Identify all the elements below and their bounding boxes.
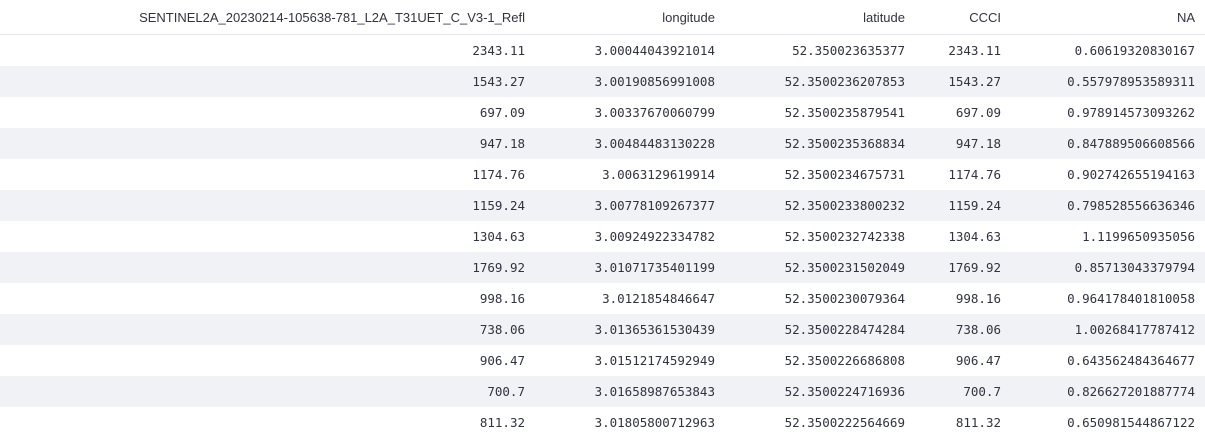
cell-na[interactable]: 0.643562484364677 [1011, 345, 1205, 376]
cell-na[interactable]: 1.00268417787412 [1011, 314, 1205, 345]
cell-longitude[interactable]: 3.01805800712963 [535, 407, 725, 438]
cell-na[interactable]: 0.964178401810058 [1011, 283, 1205, 314]
cell-longitude[interactable]: 3.00484483130228 [535, 128, 725, 159]
table-row: 1543.27 3.00190856991008 52.3500236207853 1… [0, 66, 1205, 97]
table-row: 738.06 3.01365361530439 52.3500228474284 73… [0, 314, 1205, 345]
header-row: SENTINEL2A_20230214-105638-781_L2A_T31UE… [0, 0, 1205, 35]
cell-longitude[interactable]: 3.01071735401199 [535, 252, 725, 283]
cell-refl[interactable]: 738.06 [0, 314, 535, 345]
cell-refl[interactable]: 1159.24 [0, 190, 535, 221]
cell-ccci[interactable]: 700.7 [915, 376, 1011, 407]
cell-longitude[interactable]: 3.0121854846647 [535, 283, 725, 314]
cell-latitude[interactable]: 52.3500230079364 [725, 283, 915, 314]
cell-ccci[interactable]: 1769.92 [915, 252, 1011, 283]
cell-refl[interactable]: 2343.11 [0, 34, 535, 66]
cell-longitude[interactable]: 3.00778109267377 [535, 190, 725, 221]
cell-latitude[interactable]: 52.3500232742338 [725, 221, 915, 252]
cell-refl[interactable]: 947.18 [0, 128, 535, 159]
cell-refl[interactable]: 697.09 [0, 97, 535, 128]
cell-refl[interactable]: 700.7 [0, 376, 535, 407]
cell-ccci[interactable]: 947.18 [915, 128, 1011, 159]
cell-ccci[interactable]: 738.06 [915, 314, 1011, 345]
cell-longitude[interactable]: 3.01512174592949 [535, 345, 725, 376]
cell-na[interactable]: 0.85713043379794 [1011, 252, 1205, 283]
table-row: 811.32 3.01805800712963 52.3500222564669 81… [0, 407, 1205, 438]
cell-na[interactable]: 0.978914573093262 [1011, 97, 1205, 128]
cell-longitude[interactable]: 3.00044043921014 [535, 34, 725, 66]
table-row: 1159.24 3.00778109267377 52.3500233800232 1… [0, 190, 1205, 221]
table-row: 1174.76 3.0063129619914 52.3500234675731 11… [0, 159, 1205, 190]
cell-na[interactable]: 0.650981544867122 [1011, 407, 1205, 438]
table-row: 697.09 3.00337670060799 52.3500235879541 69… [0, 97, 1205, 128]
cell-na[interactable]: 0.60619320830167 [1011, 34, 1205, 66]
cell-latitude[interactable]: 52.3500235879541 [725, 97, 915, 128]
cell-ccci[interactable]: 906.47 [915, 345, 1011, 376]
column-header-latitude[interactable]: latitude [725, 0, 915, 35]
table-row: 906.47 3.01512174592949 52.3500226686808 90… [0, 345, 1205, 376]
cell-longitude[interactable]: 3.00337670060799 [535, 97, 725, 128]
cell-ccci[interactable]: 1159.24 [915, 190, 1011, 221]
cell-refl[interactable]: 1304.63 [0, 221, 535, 252]
cell-latitude[interactable]: 52.3500236207853 [725, 66, 915, 97]
cell-na[interactable]: 1.1199650935056 [1011, 221, 1205, 252]
cell-longitude[interactable]: 3.01365361530439 [535, 314, 725, 345]
table-row: 998.16 3.0121854846647 52.3500230079364 998… [0, 283, 1205, 314]
cell-ccci[interactable]: 998.16 [915, 283, 1011, 314]
cell-ccci[interactable]: 811.32 [915, 407, 1011, 438]
cell-ccci[interactable]: 1304.63 [915, 221, 1011, 252]
table-row: 947.18 3.00484483130228 52.3500235368834 94… [0, 128, 1205, 159]
cell-longitude[interactable]: 3.00190856991008 [535, 66, 725, 97]
cell-longitude[interactable]: 3.0063129619914 [535, 159, 725, 190]
table-row: 1769.92 3.01071735401199 52.3500231502049 1… [0, 252, 1205, 283]
cell-ccci[interactable]: 697.09 [915, 97, 1011, 128]
column-header-ccci[interactable]: CCCI [915, 0, 1011, 35]
cell-na[interactable]: 0.902742655194163 [1011, 159, 1205, 190]
cell-latitude[interactable]: 52.3500224716936 [725, 376, 915, 407]
column-header-na[interactable]: NA [1011, 0, 1205, 35]
cell-latitude[interactable]: 52.3500222564669 [725, 407, 915, 438]
table-row: 700.7 3.01658987653843 52.3500224716936 700… [0, 376, 1205, 407]
cell-longitude[interactable]: 3.00924922334782 [535, 221, 725, 252]
cell-latitude[interactable]: 52.3500233800232 [725, 190, 915, 221]
cell-refl[interactable]: 906.47 [0, 345, 535, 376]
cell-na[interactable]: 0.798528556636346 [1011, 190, 1205, 221]
cell-latitude[interactable]: 52.3500231502049 [725, 252, 915, 283]
cell-refl[interactable]: 1769.92 [0, 252, 535, 283]
cell-latitude[interactable]: 52.3500226686808 [725, 345, 915, 376]
table-row: 2343.11 3.00044043921014 52.350023635377 23… [0, 34, 1205, 66]
cell-ccci[interactable]: 1174.76 [915, 159, 1011, 190]
column-header-longitude[interactable]: longitude [535, 0, 725, 35]
cell-latitude[interactable]: 52.3500235368834 [725, 128, 915, 159]
cell-ccci[interactable]: 2343.11 [915, 34, 1011, 66]
cell-refl[interactable]: 811.32 [0, 407, 535, 438]
cell-refl[interactable]: 1174.76 [0, 159, 535, 190]
column-header-refl[interactable]: SENTINEL2A_20230214-105638-781_L2A_T31UE… [0, 0, 535, 35]
table-body: 2343.11 3.00044043921014 52.350023635377 23… [0, 34, 1205, 438]
cell-latitude[interactable]: 52.350023635377 [725, 34, 915, 66]
cell-latitude[interactable]: 52.3500234675731 [725, 159, 915, 190]
cell-refl[interactable]: 1543.27 [0, 66, 535, 97]
cell-ccci[interactable]: 1543.27 [915, 66, 1011, 97]
cell-na[interactable]: 0.826627201887774 [1011, 376, 1205, 407]
cell-latitude[interactable]: 52.3500228474284 [725, 314, 915, 345]
cell-refl[interactable]: 998.16 [0, 283, 535, 314]
cell-longitude[interactable]: 3.01658987653843 [535, 376, 725, 407]
cell-na[interactable]: 0.557978953589311 [1011, 66, 1205, 97]
cell-na[interactable]: 0.847889506608566 [1011, 128, 1205, 159]
table-row: 1304.63 3.00924922334782 52.3500232742338 1… [0, 221, 1205, 252]
